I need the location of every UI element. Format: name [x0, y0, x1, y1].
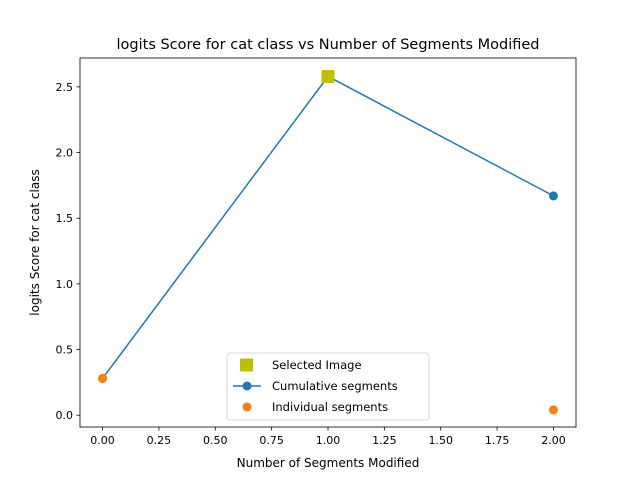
point-selected-image	[322, 70, 335, 83]
legend-label-selected-image: Selected Image	[272, 358, 362, 372]
y-tick-label: 0.0	[56, 409, 74, 422]
legend-marker-selected-image	[240, 359, 253, 372]
x-tick-label: 1.00	[316, 434, 341, 447]
point-individual-segments	[98, 374, 107, 383]
legend-label-cumulative-segments: Cumulative segments	[272, 379, 398, 393]
legend-marker-individual-segments	[243, 403, 252, 412]
x-tick-label: 1.25	[372, 434, 397, 447]
x-tick-label: 1.75	[485, 434, 510, 447]
x-tick-label: 0.50	[203, 434, 228, 447]
legend: Selected Image Cumulative segments Indiv…	[227, 353, 429, 420]
y-tick-label: 0.5	[56, 344, 74, 357]
legend-marker-cumulative-segments	[243, 382, 252, 391]
x-tick-label: 0.25	[147, 434, 172, 447]
y-axis-label: logits Score for cat class	[28, 169, 42, 315]
x-tick-label: 2.00	[541, 434, 566, 447]
x-axis-label: Number of Segments Modified	[237, 456, 420, 470]
y-tick-label: 2.0	[56, 147, 74, 160]
x-tick-label: 1.50	[428, 434, 453, 447]
x-tick-label: 0.00	[90, 434, 115, 447]
series-line-cumulative-segments	[103, 76, 554, 378]
x-tick-label: 0.75	[259, 434, 284, 447]
chart-title: logits Score for cat class vs Number of …	[117, 37, 540, 53]
y-tick-label: 1.0	[56, 278, 74, 291]
y-tick-label: 1.5	[56, 212, 74, 225]
point-cumulative-segments	[549, 191, 558, 200]
legend-label-individual-segments: Individual segments	[272, 400, 388, 414]
y-tick-label: 2.5	[56, 81, 74, 94]
point-individual-segments	[549, 405, 558, 414]
